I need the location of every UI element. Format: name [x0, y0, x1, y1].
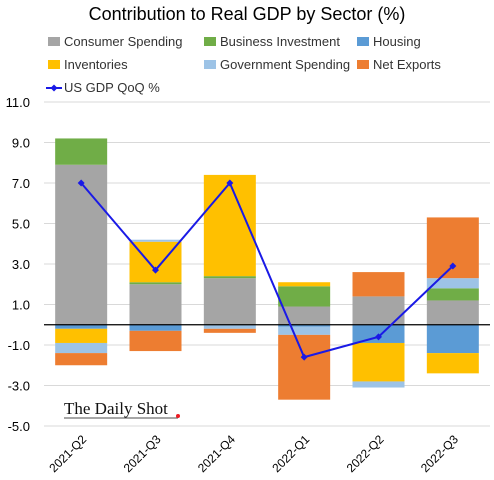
legend-label: Government Spending	[220, 57, 350, 72]
bar-segment-government-spending	[55, 342, 108, 354]
bar-segment-net-exports	[55, 353, 108, 366]
bar-segment-business-investment	[278, 286, 331, 307]
y-tick-label: -1.0	[8, 338, 30, 353]
gdp-qoq-point	[152, 266, 159, 274]
bar-segment-government-spending	[203, 324, 256, 329]
y-tick-label: 3.0	[12, 257, 30, 272]
legend-label: Net Exports	[373, 57, 441, 72]
x-axis-ticks: 2021-Q2 2021-Q3 2021-Q4 2022-Q1 2022-Q2 2022-…	[46, 432, 461, 475]
gdp-qoq-point	[449, 262, 457, 270]
y-tick-label: 7.0	[12, 176, 30, 191]
legend-swatch	[357, 37, 369, 46]
legend-label: US GDP QoQ %	[64, 80, 160, 95]
stacked-bars	[55, 138, 479, 400]
legend-swatch	[48, 60, 60, 69]
bar-segment-consumer-spending	[203, 278, 256, 325]
y-tick-label: 1.0	[12, 298, 30, 313]
bar-segment-inventories	[55, 328, 108, 343]
legend-line-marker	[50, 84, 58, 92]
bar-segment-business-investment	[426, 288, 479, 301]
bar-segment-inventories	[352, 342, 405, 382]
bar-segment-net-exports	[352, 272, 405, 297]
bar-segment-government-spending	[426, 278, 479, 289]
bar-segment-inventories	[278, 282, 331, 287]
legend-label: Consumer Spending	[64, 34, 183, 49]
chart-title: Contribution to Real GDP by Sector (%)	[89, 4, 406, 24]
bar-segment-government-spending	[278, 326, 331, 335]
daily-shot-logo: The Daily Shot	[64, 399, 180, 419]
legend-label: Housing	[373, 34, 421, 49]
bar-segment-housing	[426, 324, 479, 354]
gdp-qoq-line	[80, 181, 454, 359]
legend-swatch	[48, 37, 60, 46]
legend-label: Inventories	[64, 57, 128, 72]
bar-segment-consumer-spending	[426, 300, 479, 325]
bar-segment-consumer-spending	[55, 164, 108, 325]
bar-segment-housing	[278, 324, 331, 327]
bar-segment-business-investment	[203, 276, 256, 279]
bar-segment-housing	[55, 324, 108, 329]
bar-segment-net-exports	[203, 328, 256, 333]
bar-segment-business-investment	[55, 138, 108, 165]
bar-segment-consumer-spending	[129, 284, 182, 325]
gdp-qoq-point	[300, 353, 308, 361]
logo-dot-icon	[176, 414, 180, 418]
x-tick-label: 2022-Q2	[344, 432, 387, 475]
y-tick-label: 11.0	[6, 95, 30, 110]
chart-gridlines	[44, 101, 490, 427]
x-tick-label: 2021-Q2	[46, 432, 89, 475]
gdp-qoq-point	[375, 333, 382, 341]
x-tick-label: 2021-Q4	[195, 432, 238, 475]
chart-legend: Consumer Spending Business Investment Hous…	[46, 34, 441, 95]
y-tick-label: -5.0	[8, 419, 30, 434]
bar-segment-inventories	[426, 353, 479, 374]
gdp-qoq-point	[226, 179, 234, 187]
gdp-line-layer	[77, 179, 457, 361]
legend-swatch	[204, 60, 216, 69]
x-tick-label: 2021-Q3	[121, 432, 164, 475]
bar-segment-consumer-spending	[278, 306, 331, 325]
y-tick-label: -3.0	[8, 379, 30, 394]
y-tick-label: 5.0	[12, 217, 30, 232]
bar-segment-net-exports	[129, 330, 182, 352]
x-tick-label: 2022-Q1	[269, 432, 312, 475]
bar-segment-business-investment	[129, 282, 182, 285]
gdp-qoq-point	[77, 179, 85, 187]
bar-segment-government-spending	[129, 239, 182, 242]
y-axis-ticks: 11.0 9.0 7.0 5.0 3.0 1.0 -1.0 -3.0 -5.0	[6, 95, 30, 434]
bar-segment-housing	[129, 324, 182, 331]
y-tick-label: 9.0	[12, 136, 30, 151]
logo-text: The Daily Shot	[64, 399, 168, 418]
bar-segment-government-spending	[352, 381, 405, 388]
bar-segment-net-exports	[278, 334, 331, 400]
legend-label: Business Investment	[220, 34, 340, 49]
legend-swatch	[204, 37, 216, 46]
x-tick-label: 2022-Q3	[418, 432, 461, 475]
legend-swatch	[357, 60, 369, 69]
